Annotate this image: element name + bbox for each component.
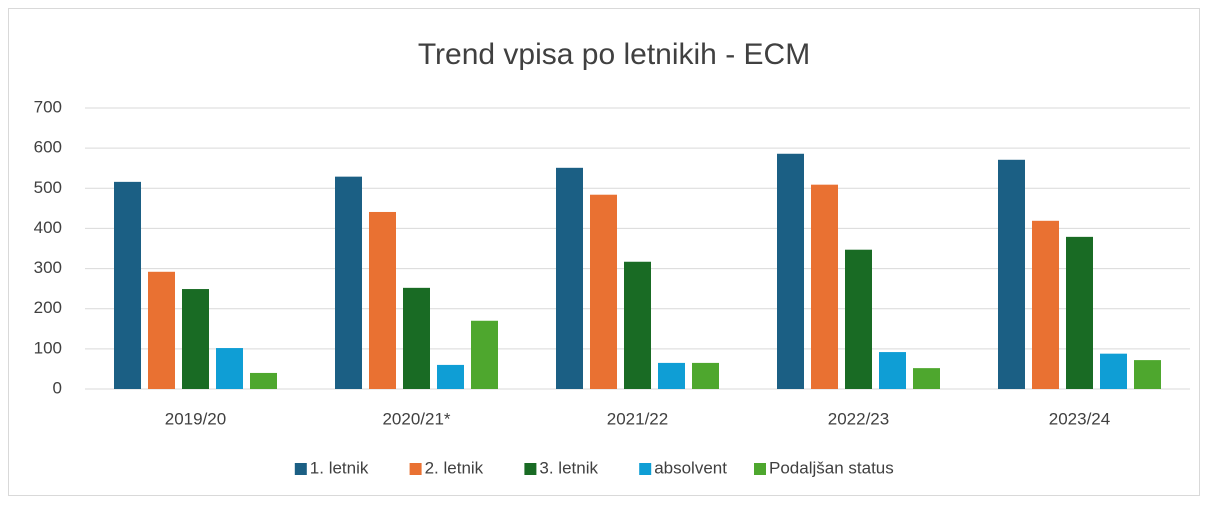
legend-label: 3. letnik	[539, 458, 598, 477]
legend-label: absolvent	[654, 458, 727, 477]
legend-swatch	[639, 463, 652, 475]
bar	[590, 194, 617, 389]
bar	[658, 362, 685, 389]
bar	[182, 289, 209, 389]
x-tick-label: 2023/24	[1049, 409, 1110, 428]
bar	[556, 167, 583, 389]
y-tick-label: 400	[34, 218, 62, 237]
bar	[1066, 236, 1093, 389]
legend-swatch	[754, 463, 766, 475]
bar	[913, 368, 940, 389]
legend-label: 2. letnik	[425, 458, 484, 477]
bar	[250, 372, 277, 389]
y-tick-label: 600	[34, 138, 62, 157]
y-tick-label: 200	[34, 298, 62, 317]
bar	[1032, 220, 1059, 389]
bar	[335, 176, 362, 389]
bar	[879, 352, 906, 389]
y-tick-label: 0	[53, 378, 62, 397]
y-tick-label: 100	[34, 338, 62, 357]
bar	[216, 348, 243, 389]
bar	[998, 159, 1025, 389]
bar	[471, 320, 498, 389]
bar	[1134, 360, 1161, 389]
bar	[148, 271, 175, 389]
legend-swatch	[524, 463, 537, 475]
legend-swatch	[409, 463, 422, 475]
legend-swatch	[294, 463, 307, 475]
bar	[845, 249, 872, 389]
x-tick-label: 2020/21*	[382, 409, 450, 428]
bar	[403, 287, 430, 389]
bar	[692, 362, 719, 389]
chart-title: Trend vpisa po letnikih - ECM	[418, 38, 810, 71]
legend-label: 1. letnik	[310, 458, 369, 477]
x-tick-label: 2021/22	[607, 409, 668, 428]
bar	[777, 153, 804, 389]
x-tick-label: 2022/23	[828, 409, 889, 428]
bar	[369, 211, 396, 389]
y-tick-label: 500	[34, 178, 62, 197]
legend-label: Podaljšan status	[769, 458, 894, 477]
y-tick-label: 300	[34, 258, 62, 277]
bar	[114, 181, 141, 389]
x-tick-label: 2019/20	[165, 409, 226, 428]
bar	[811, 184, 838, 389]
y-tick-label: 700	[34, 97, 62, 116]
bar	[624, 261, 651, 389]
bar	[1100, 353, 1127, 389]
bar	[437, 364, 464, 389]
